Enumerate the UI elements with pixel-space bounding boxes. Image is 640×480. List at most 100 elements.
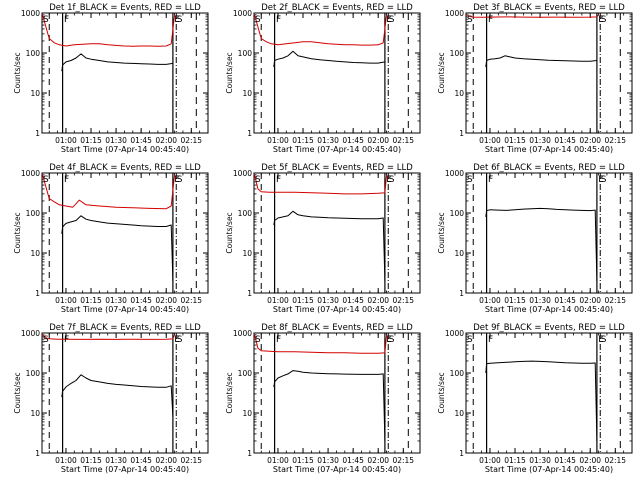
event-marker-label: S xyxy=(467,175,473,185)
event-marker-label: E xyxy=(386,335,392,345)
y-tick-label: 1000 xyxy=(21,169,40,178)
x-axis-label: Start Time (07-Apr-14 00:45:40) xyxy=(485,465,613,474)
x-tick-label: 02:15 xyxy=(180,296,202,305)
series-events-line xyxy=(61,53,173,72)
x-tick-label: 01:00 xyxy=(479,456,501,465)
event-marker-label: E xyxy=(174,335,180,345)
y-tick-label: 10 xyxy=(30,409,40,418)
y-tick-label: 1 xyxy=(247,129,252,138)
y-tick-label: 100 xyxy=(238,369,253,378)
event-marker-label: S xyxy=(389,175,395,185)
y-tick-label: 10 xyxy=(242,409,252,418)
y-tick-label: 1000 xyxy=(233,329,252,338)
panel-det-4: Det 4f_BLACK = Events, RED = LLD 1 10 100 10… xyxy=(13,163,209,314)
x-tick-label: 01:30 xyxy=(317,136,339,145)
x-tick-label: 01:30 xyxy=(105,456,127,465)
y-tick-label: 10 xyxy=(30,249,40,258)
x-tick-label: 01:15 xyxy=(292,296,314,305)
x-tick-label: 01:15 xyxy=(504,136,526,145)
panel-det-7: Det 7f_BLACK = Events, RED = LLD 1 10 100 10… xyxy=(13,323,209,474)
event-marker-label: F xyxy=(276,15,281,25)
x-tick-label: 01:00 xyxy=(55,296,77,305)
y-tick-label: 1000 xyxy=(21,9,40,18)
event-marker-label: S xyxy=(467,335,473,345)
event-marker-label: E xyxy=(598,15,604,25)
x-tick-label: 02:00 xyxy=(367,136,389,145)
chart-title: Det 7f_BLACK = Events, RED = LLD xyxy=(49,323,201,333)
y-tick-label: 1 xyxy=(459,289,464,298)
event-marker-label: E xyxy=(598,175,604,185)
event-marker-label: E xyxy=(386,15,392,25)
series-lld-line xyxy=(42,14,176,47)
x-tick-label: 01:00 xyxy=(267,456,289,465)
plot-frame xyxy=(41,332,209,454)
event-marker-label: F xyxy=(276,335,281,345)
chart-title: Det 1f_BLACK = Events, RED = LLD xyxy=(49,3,201,13)
event-marker-label: S xyxy=(177,175,183,185)
x-axis-label: Start Time (07-Apr-14 00:45:40) xyxy=(61,145,189,154)
event-marker-label: S xyxy=(389,335,395,345)
event-marker-label: S xyxy=(389,15,395,25)
y-tick-label: 10 xyxy=(454,249,464,258)
plot-frame xyxy=(253,332,421,454)
event-marker-label: F xyxy=(64,335,69,345)
y-axis-label: Counts/sec xyxy=(437,212,446,253)
chart-title: Det 3f_BLACK = Events, RED = LLD xyxy=(473,3,625,13)
panel-det-2: Det 2f_BLACK = Events, RED = LLD 1 10 100 10… xyxy=(225,3,421,154)
y-tick-label: 100 xyxy=(238,209,253,218)
x-tick-label: 02:15 xyxy=(604,296,626,305)
x-tick-label: 02:15 xyxy=(180,136,202,145)
x-axis-label: Start Time (07-Apr-14 00:45:40) xyxy=(273,305,401,314)
x-tick-label: 01:45 xyxy=(342,136,364,145)
y-axis-label: Counts/sec xyxy=(225,52,234,93)
x-tick-label: 01:30 xyxy=(317,296,339,305)
panel-det-3: Det 3f_BLACK = Events, RED = LLD 1 10 100 10… xyxy=(437,3,633,154)
x-tick-label: 01:30 xyxy=(317,456,339,465)
y-tick-label: 100 xyxy=(26,49,41,58)
y-tick-label: 1 xyxy=(35,129,40,138)
y-tick-label: 10 xyxy=(454,89,464,98)
y-axis-label: Counts/sec xyxy=(437,52,446,93)
y-tick-label: 1 xyxy=(247,289,252,298)
event-marker-label: S xyxy=(255,175,261,185)
x-tick-label: 01:00 xyxy=(267,296,289,305)
chart-title: Det 2f_BLACK = Events, RED = LLD xyxy=(261,3,413,13)
panel-det-6: Det 6f_BLACK = Events, RED = LLD 1 10 100 10… xyxy=(437,163,633,314)
plot-frame xyxy=(41,12,209,134)
series-events-line xyxy=(485,360,598,442)
series-events-line xyxy=(61,215,174,282)
x-axis-label: Start Time (07-Apr-14 00:45:40) xyxy=(485,145,613,154)
event-marker-label: S xyxy=(177,15,183,25)
plot-frame xyxy=(253,172,421,294)
x-tick-label: 02:00 xyxy=(579,456,601,465)
plot-frame xyxy=(465,12,633,134)
chart-title: Det 4f_BLACK = Events, RED = LLD xyxy=(49,163,201,173)
x-tick-label: 02:00 xyxy=(155,456,177,465)
event-marker-label: F xyxy=(488,175,493,185)
y-tick-label: 100 xyxy=(450,49,465,58)
x-tick-label: 02:00 xyxy=(579,136,601,145)
y-axis-label: Counts/sec xyxy=(13,212,22,253)
event-marker-label: E xyxy=(174,15,180,25)
y-tick-label: 1 xyxy=(247,449,252,458)
event-marker-label: S xyxy=(43,335,49,345)
x-tick-label: 01:00 xyxy=(55,136,77,145)
chart-title: Det 5f_BLACK = Events, RED = LLD xyxy=(261,163,413,173)
x-tick-label: 02:00 xyxy=(367,296,389,305)
y-tick-label: 1000 xyxy=(233,9,252,18)
series-events-line xyxy=(273,210,386,282)
x-tick-label: 02:15 xyxy=(392,136,414,145)
panel-det-1: Det 1f_BLACK = Events, RED = LLD 1 10 100 10… xyxy=(13,3,209,154)
series-lld-line xyxy=(42,174,176,210)
event-marker-label: S xyxy=(601,15,607,25)
event-marker-label: S xyxy=(255,335,261,345)
x-tick-label: 01:45 xyxy=(554,296,576,305)
x-tick-label: 01:15 xyxy=(504,296,526,305)
y-tick-label: 10 xyxy=(242,249,252,258)
plot-frame xyxy=(465,172,633,294)
x-tick-label: 01:30 xyxy=(529,296,551,305)
series-lld-line xyxy=(254,334,388,354)
series-events-line xyxy=(485,207,598,282)
chart-title: Det 9f_BLACK = Events, RED = LLD xyxy=(473,323,625,333)
series-lld-line xyxy=(42,334,176,340)
